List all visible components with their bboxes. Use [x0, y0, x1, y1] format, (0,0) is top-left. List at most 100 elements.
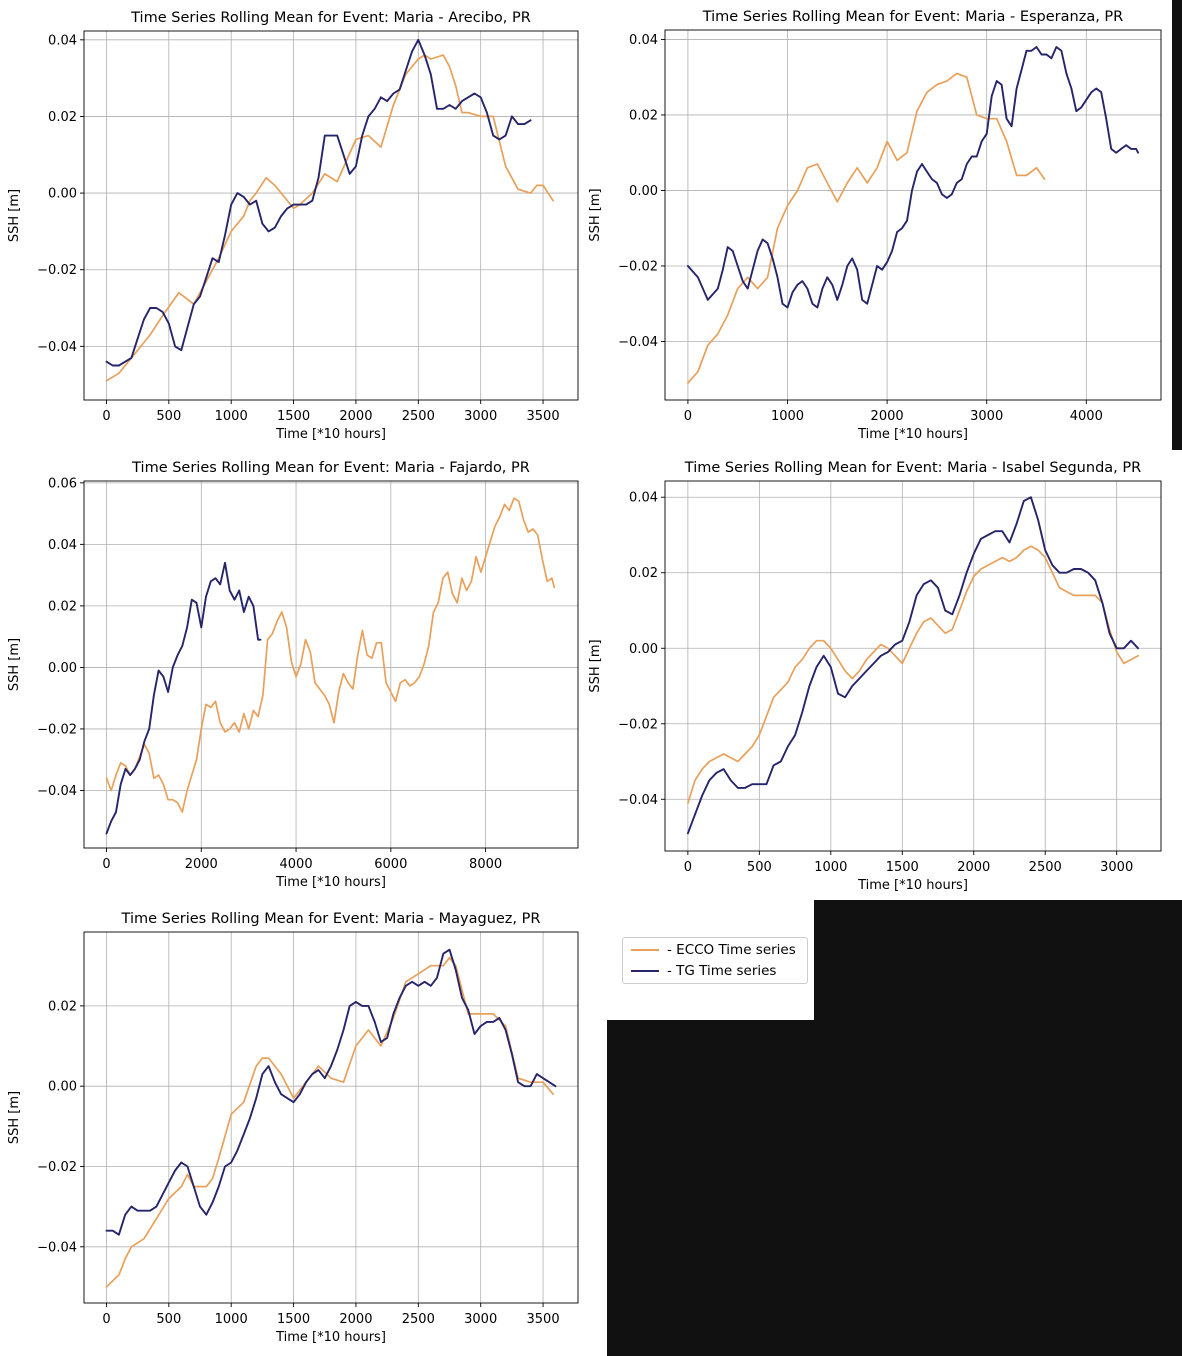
y-tick-label: −0.02	[37, 263, 77, 278]
legend-label-tg: - TG Time series	[667, 963, 777, 979]
x-tick-label: 0	[684, 409, 692, 424]
y-tick-label: 0.00	[629, 642, 658, 657]
y-tick-label: 0.02	[48, 110, 77, 125]
y-tick-label: 0.00	[629, 184, 658, 199]
x-tick-label: 0	[102, 857, 110, 872]
y-tick-label: 0.02	[48, 599, 77, 614]
x-tick-label: 2500	[402, 1312, 435, 1327]
x-tick-label: 0	[102, 1312, 110, 1327]
y-tick-label: 0.02	[48, 999, 77, 1014]
y-tick-label: −0.04	[37, 1240, 77, 1255]
y-tick-label: −0.04	[37, 340, 77, 355]
series-line-tg	[105, 38, 532, 367]
y-tick-label: 0.02	[629, 566, 658, 581]
y-axis-label: SSH [m]	[7, 1091, 22, 1144]
y-tick-label: −0.04	[37, 784, 77, 799]
legend-label-ecco: - ECCO Time series	[667, 942, 796, 958]
y-tick-label: 0.06	[48, 476, 77, 491]
y-axis-label: SSH [m]	[7, 638, 22, 691]
legend-line-tg	[631, 970, 659, 972]
x-tick-label: 500	[156, 409, 181, 424]
y-axis-label: SSH [m]	[7, 189, 22, 242]
y-tick-label: −0.04	[618, 335, 658, 350]
x-tick-label: 2000	[957, 860, 990, 875]
y-tick-label: −0.02	[618, 259, 658, 274]
x-tick-label: 1000	[814, 860, 847, 875]
y-axis-label: SSH [m]	[588, 639, 603, 692]
x-tick-label: 3000	[464, 1312, 497, 1327]
legend-item-ecco: - ECCO Time series	[631, 941, 796, 959]
axes-frame	[83, 931, 579, 1304]
x-tick-label: 1000	[215, 409, 248, 424]
x-tick-label: 3000	[970, 409, 1003, 424]
x-tick-label: 3500	[527, 1312, 560, 1327]
x-tick-label: 1500	[277, 1312, 310, 1327]
x-tick-label: 0	[684, 860, 692, 875]
series-line-ecco	[687, 72, 1046, 384]
chart-title: Time Series Rolling Mean for Event: Mari…	[684, 460, 1141, 476]
series-line-ecco	[105, 54, 554, 382]
series-line-tg	[105, 948, 557, 1236]
chart-title: Time Series Rolling Mean for Event: Mari…	[702, 9, 1124, 25]
x-tick-label: 8000	[469, 857, 502, 872]
series-line-ecco	[105, 956, 554, 1288]
axes-frame	[664, 480, 1162, 852]
y-tick-label: 0.04	[629, 491, 658, 506]
chart-title: Time Series Rolling Mean for Event: Mari…	[130, 10, 531, 26]
series-line-ecco	[105, 497, 556, 813]
chart-fajardo: 0 2000 4000 6000 8000 −0.04 −0.02 0.00 0.02 0.04 0…	[7, 460, 579, 890]
x-tick-label: 1500	[277, 409, 310, 424]
x-tick-label: 1500	[886, 860, 919, 875]
x-tick-label: 6000	[374, 857, 407, 872]
x-tick-label: 2000	[871, 409, 904, 424]
chart-esperanza: 0 1000 2000 3000 4000 −0.04 −0.02 0.00 0.02 0.04 T…	[588, 9, 1162, 442]
y-tick-label: 0.04	[48, 538, 77, 553]
y-tick-label: −0.02	[618, 717, 658, 732]
y-tick-label: 0.00	[48, 1080, 77, 1095]
x-tick-label: 3000	[464, 409, 497, 424]
x-tick-label: 2000	[339, 1312, 372, 1327]
x-tick-label: 2000	[339, 409, 372, 424]
x-tick-label: 1000	[215, 1312, 248, 1327]
chart-title: Time Series Rolling Mean for Event: Mari…	[121, 911, 541, 927]
y-tick-label: −0.02	[37, 1160, 77, 1175]
x-axis-label: Time [*10 hours]	[857, 427, 968, 442]
legend-line-ecco	[631, 949, 659, 951]
dark-region	[607, 1020, 1182, 1356]
chart-mayaguez: 0 500 1000 1500 2000 2500 3000 3500 −0.04 −0.02 0.…	[7, 911, 579, 1345]
dark-region	[1172, 0, 1182, 450]
x-tick-label: 500	[156, 1312, 181, 1327]
y-tick-label: 0.04	[629, 33, 658, 48]
series-line-ecco	[687, 545, 1139, 804]
chart-arecibo: 0 500 1000 1500 2000 2500 3000 3500 −0.04 −0.02 0.…	[7, 10, 579, 442]
x-tick-label: 4000	[1070, 409, 1103, 424]
axes-frame	[83, 480, 579, 849]
y-tick-label: 0.04	[48, 33, 77, 48]
x-tick-label: 1000	[771, 409, 804, 424]
x-tick-label: 3000	[1100, 860, 1133, 875]
legend-item-tg: - TG Time series	[631, 962, 776, 980]
x-axis-label: Time [*10 hours]	[275, 427, 386, 442]
x-tick-label: 2500	[402, 409, 435, 424]
series-line-tg	[686, 496, 1140, 835]
y-tick-label: −0.02	[37, 722, 77, 737]
x-axis-label: Time [*10 hours]	[275, 875, 386, 890]
series-line-tg	[105, 561, 262, 835]
chart-isabel-segunda: 0 500 1000 1500 2000 2500 3000 −0.04 −0.02 0.00 0.…	[588, 460, 1162, 893]
y-axis-label: SSH [m]	[588, 188, 603, 241]
x-tick-label: 3500	[527, 409, 560, 424]
y-tick-label: 0.02	[629, 108, 658, 123]
y-tick-label: −0.04	[618, 793, 658, 808]
x-axis-label: Time [*10 hours]	[857, 878, 968, 893]
axes-frame	[664, 29, 1162, 401]
x-tick-label: 500	[747, 860, 772, 875]
x-axis-label: Time [*10 hours]	[275, 1330, 386, 1345]
x-tick-label: 4000	[280, 857, 313, 872]
y-tick-label: 0.00	[48, 187, 77, 202]
legend: - ECCO Time series - TG Time series	[622, 937, 808, 984]
x-tick-label: 2000	[185, 857, 218, 872]
y-tick-label: 0.00	[48, 661, 77, 676]
x-tick-label: 0	[102, 409, 110, 424]
series-line-tg	[686, 46, 1140, 309]
